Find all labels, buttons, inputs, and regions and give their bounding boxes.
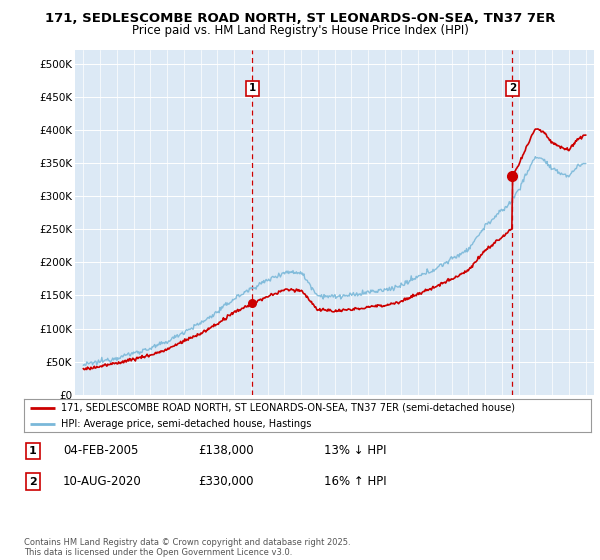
Text: 10-AUG-2020: 10-AUG-2020: [63, 475, 142, 488]
Text: HPI: Average price, semi-detached house, Hastings: HPI: Average price, semi-detached house,…: [61, 419, 311, 429]
Text: £138,000: £138,000: [198, 444, 254, 458]
Text: 13% ↓ HPI: 13% ↓ HPI: [324, 444, 386, 458]
Text: 2: 2: [29, 477, 37, 487]
Text: £330,000: £330,000: [198, 475, 254, 488]
Text: 16% ↑ HPI: 16% ↑ HPI: [324, 475, 386, 488]
Text: 171, SEDLESCOMBE ROAD NORTH, ST LEONARDS-ON-SEA, TN37 7ER: 171, SEDLESCOMBE ROAD NORTH, ST LEONARDS…: [45, 12, 555, 25]
Text: Price paid vs. HM Land Registry's House Price Index (HPI): Price paid vs. HM Land Registry's House …: [131, 24, 469, 36]
Text: 1: 1: [29, 446, 37, 456]
Text: 171, SEDLESCOMBE ROAD NORTH, ST LEONARDS-ON-SEA, TN37 7ER (semi-detached house): 171, SEDLESCOMBE ROAD NORTH, ST LEONARDS…: [61, 403, 515, 413]
Text: Contains HM Land Registry data © Crown copyright and database right 2025.
This d: Contains HM Land Registry data © Crown c…: [24, 538, 350, 557]
Text: 04-FEB-2005: 04-FEB-2005: [63, 444, 139, 458]
Text: 1: 1: [249, 83, 256, 94]
Text: 2: 2: [509, 83, 516, 94]
